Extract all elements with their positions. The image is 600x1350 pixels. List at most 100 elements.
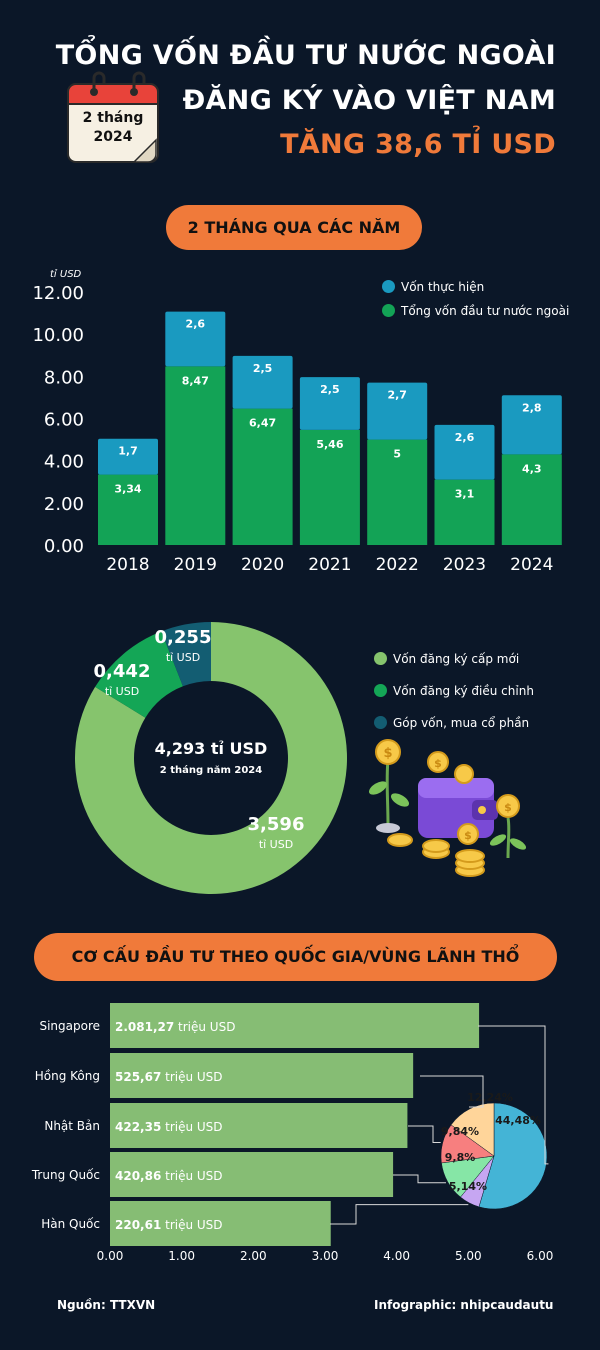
slice-value-label: 3,596 [248,814,305,835]
data-label: 2,5 [253,362,273,375]
y-tick-label: 0.00 [44,536,84,557]
calendar-line-1: 2 tháng [82,110,144,126]
title-line-1: TỔNG VỐN ĐẦU TƯ NƯỚC NGOÀI [55,40,556,71]
bar-value-label: 2.081,27 triệu USD [115,1020,235,1034]
bar-value-unit: triệu USD [161,1120,222,1134]
y-tick-label: 12.00 [32,283,84,304]
title-line-2: ĐĂNG KÝ VÀO VIỆT NAM [182,85,556,116]
bar-segment-tong-von [98,474,158,545]
bar-value-unit: triệu USD [161,1218,222,1232]
bar-value-label: 525,67 triệu USD [115,1070,223,1084]
bar-value-number: 220,61 [115,1218,161,1232]
legend-swatch [374,684,387,697]
bar-value-unit: triệu USD [161,1169,222,1183]
leader-line [420,1075,484,1108]
wallet-coins-plants-icon: $ $ $ $ [368,739,527,877]
svg-text:$: $ [464,829,472,842]
y-tick-label: 4.00 [44,452,84,473]
leader-line [330,1204,469,1225]
slice-value-label: 0,255 [155,627,212,648]
bar-segment-tong-von [232,408,293,545]
data-label: 2,5 [320,383,340,396]
legend-swatch [382,304,395,317]
bar-segment-tong-von [501,454,562,545]
x-tick-label: 2019 [174,555,217,575]
slice-unit-label: tỉ USD [166,651,200,664]
bar-segment-von-thuc-hien [232,355,293,409]
slice-unit-label: tỉ USD [259,838,293,851]
leader-line [478,1025,549,1165]
x-tick-label: 2018 [106,555,149,575]
bar-segment-tong-von [367,439,428,545]
data-label: 2,7 [387,389,407,402]
donut-slice [95,631,183,718]
donut-center-caption: 2 tháng năm 2024 [160,764,262,776]
bar-value-number: 2.081,27 [115,1020,174,1034]
bar-value-unit: triệu USD [161,1070,222,1084]
slice-value-label: 0,442 [94,661,151,682]
data-label: 2,8 [522,401,542,414]
footer-credit: Infographic: nhipcaudautu [374,1298,554,1312]
bar-segment-von-thuc-hien [299,377,360,430]
legend-swatch [382,280,395,293]
y-tick-label: 2.00 [44,494,84,515]
x-tick-label: 0.00 [97,1249,124,1263]
bar-value-number: 422,35 [115,1120,161,1134]
country-bar-chart: Singapore 2.081,27 triệu USD Hồng Kông 525,… [31,1003,554,1263]
legend-swatch [374,652,387,665]
x-tick-label: 4.00 [383,1249,410,1263]
x-tick-label: 2024 [510,555,553,575]
category-label: Hồng Kông [35,1069,100,1083]
category-label: Hàn Quốc [41,1217,100,1231]
bar-segment-von-thuc-hien [367,382,428,440]
x-tick-label: 3.00 [312,1249,339,1263]
x-tick-label: 6.00 [527,1249,554,1263]
svg-text:$: $ [434,757,442,770]
category-label: Nhật Bản [44,1119,100,1133]
bar-segment-tong-von [165,366,226,545]
bar-value-label: 422,35 triệu USD [115,1120,223,1134]
bar-value-label: 220,61 triệu USD [115,1218,223,1232]
footer-source: Nguồn: TTXVN [57,1298,156,1312]
data-label: 5,46 [316,438,343,451]
donut-chart: 3,596 tỉ USD 0,442 tỉ USD 0,255 tỉ USD 4,293 t… [75,622,347,894]
bar-segment-tong-von [434,479,495,545]
category-label: Trung Quốc [31,1168,100,1182]
bar-value-number: 420,86 [115,1169,161,1183]
legend-item-dieu-chinh: Vốn đăng ký điều chỉnh [374,684,534,698]
x-tick-label: 2023 [443,555,486,575]
stacked-bar-chart: tỉ USD 0.00 2.00 4.00 6.00 8.00 10.00 12.00 3,34… [32,268,562,575]
y-tick-label: 10.00 [32,325,84,346]
y-axis-label: tỉ USD [50,268,82,280]
legend-item-gop-von: Góp vốn, mua cổ phần [374,716,529,730]
category-label: Singapore [39,1019,100,1033]
slice-unit-label: tỉ USD [105,685,139,698]
donut-center-value: 4,293 tỉ USD [155,739,268,758]
title-line-3: TĂNG 38,6 TỈ USD [280,129,556,160]
bar-segment-von-thuc-hien [165,311,226,367]
y-tick-label: 6.00 [44,410,84,431]
data-label: 3,34 [114,483,141,496]
x-tick-label: 2021 [308,555,351,575]
bar-value-number: 525,67 [115,1070,161,1084]
bar-value-unit: triệu USD [174,1020,235,1034]
calendar-icon [64,70,162,165]
data-label: 4,3 [522,462,542,475]
legend-swatch [374,716,387,729]
x-tick-label: 1.00 [168,1249,195,1263]
bar [110,1003,480,1048]
donut-slice [75,622,347,894]
data-label: 6,47 [249,417,276,430]
bar-segment-von-thuc-hien [501,395,562,455]
leader-line [393,1174,446,1184]
pie-slice-label: 12,24% [467,1091,513,1104]
legend-item-von-thuc-hien: Vốn thực hiện [382,280,484,294]
legend-label: Vốn đăng ký điều chỉnh [393,684,534,698]
pie-slice [450,1102,495,1157]
bar [110,1103,408,1148]
x-tick-label: 5.00 [455,1249,482,1263]
legend-label: Tổng vốn đầu tư nước ngoài [401,304,570,318]
legend-item-cap-moi: Vốn đăng ký cấp mới [374,652,519,666]
x-tick-label: 2020 [241,555,284,575]
svg-text:$: $ [383,746,392,761]
